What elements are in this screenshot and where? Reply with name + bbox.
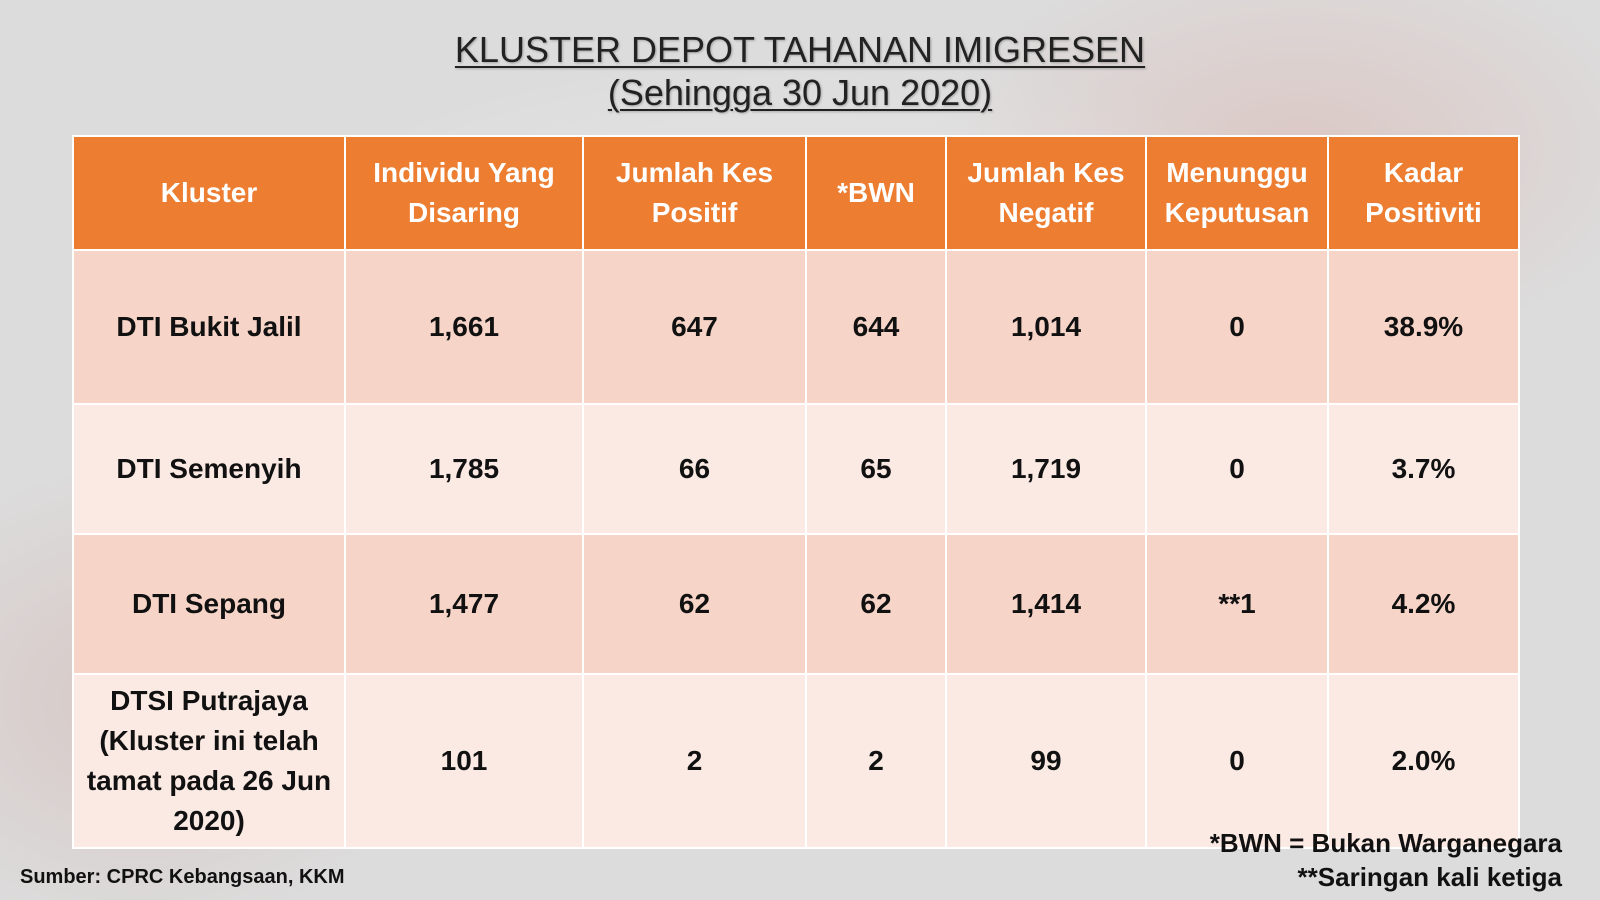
cell-menunggu-keputusan: 0 [1145,672,1329,850]
header-individu-disaring: Individu Yang Disaring [344,135,584,251]
header-kadar-positiviti: Kadar Positiviti [1327,135,1520,251]
cell-individu-disaring: 101 [344,672,584,850]
cell-kes-negatif: 99 [945,672,1147,850]
cell-kluster: DTI Bukit Jalil [72,249,346,405]
cell-individu-disaring: 1,661 [344,249,584,405]
cell-menunggu-keputusan: **1 [1145,533,1329,675]
table-header-row: Kluster Individu Yang Disaring Jumlah Ke… [72,135,1520,251]
footnote-saringan: **Saringan kali ketiga [1297,862,1562,892]
header-kes-negatif: Jumlah Kes Negatif [945,135,1147,251]
cell-kes-negatif: 1,719 [945,402,1147,536]
cell-kes-negatif: 1,014 [945,249,1147,405]
cell-individu-disaring: 1,785 [344,402,584,536]
title-line-2: (Sehingga 30 Jun 2020) [607,72,993,113]
cell-kluster: DTI Semenyih [72,402,346,536]
title-line-1: KLUSTER DEPOT TAHANAN IMIGRESEN [454,29,1146,70]
cell-kes-positif: 66 [582,402,807,536]
cell-kadar-positiviti: 3.7% [1327,402,1520,536]
header-menunggu-keputusan: Menunggu Keputusan [1145,135,1329,251]
cell-bwn: 2 [805,672,947,850]
cell-bwn: 644 [805,249,947,405]
table-row: DTI Sepang 1,477 62 62 1,414 **1 4.2% [72,533,1520,675]
cell-kadar-positiviti: 4.2% [1327,533,1520,675]
cell-kes-negatif: 1,414 [945,533,1147,675]
cell-menunggu-keputusan: 0 [1145,402,1329,536]
page-title: KLUSTER DEPOT TAHANAN IMIGRESEN (Sehingg… [0,28,1600,114]
footnotes: *BWN = Bukan Warganegara **Saringan kali… [1210,826,1562,894]
table-row: DTI Semenyih 1,785 66 65 1,719 0 3.7% [72,402,1520,536]
header-bwn: *BWN [805,135,947,251]
header-kluster: Kluster [72,135,346,251]
cell-kluster: DTI Sepang [72,533,346,675]
header-kes-positif: Jumlah Kes Positif [582,135,807,251]
cell-kadar-positiviti: 38.9% [1327,249,1520,405]
cell-bwn: 62 [805,533,947,675]
cell-kes-positif: 62 [582,533,807,675]
table-row: DTSI Putrajaya (Kluster ini telah tamat … [72,672,1520,850]
cell-bwn: 65 [805,402,947,536]
cluster-table: Kluster Individu Yang Disaring Jumlah Ke… [72,135,1520,850]
cell-kes-positif: 2 [582,672,807,850]
source-note: Sumber: CPRC Kebangsaan, KKM [20,866,345,888]
table-row: DTI Bukit Jalil 1,661 647 644 1,014 0 38… [72,249,1520,405]
cell-kadar-positiviti: 2.0% [1327,672,1520,850]
cell-menunggu-keputusan: 0 [1145,249,1329,405]
cell-kluster: DTSI Putrajaya (Kluster ini telah tamat … [72,672,346,850]
cell-individu-disaring: 1,477 [344,533,584,675]
footnote-bwn: *BWN = Bukan Warganegara [1209,828,1562,858]
cell-kes-positif: 647 [582,249,807,405]
